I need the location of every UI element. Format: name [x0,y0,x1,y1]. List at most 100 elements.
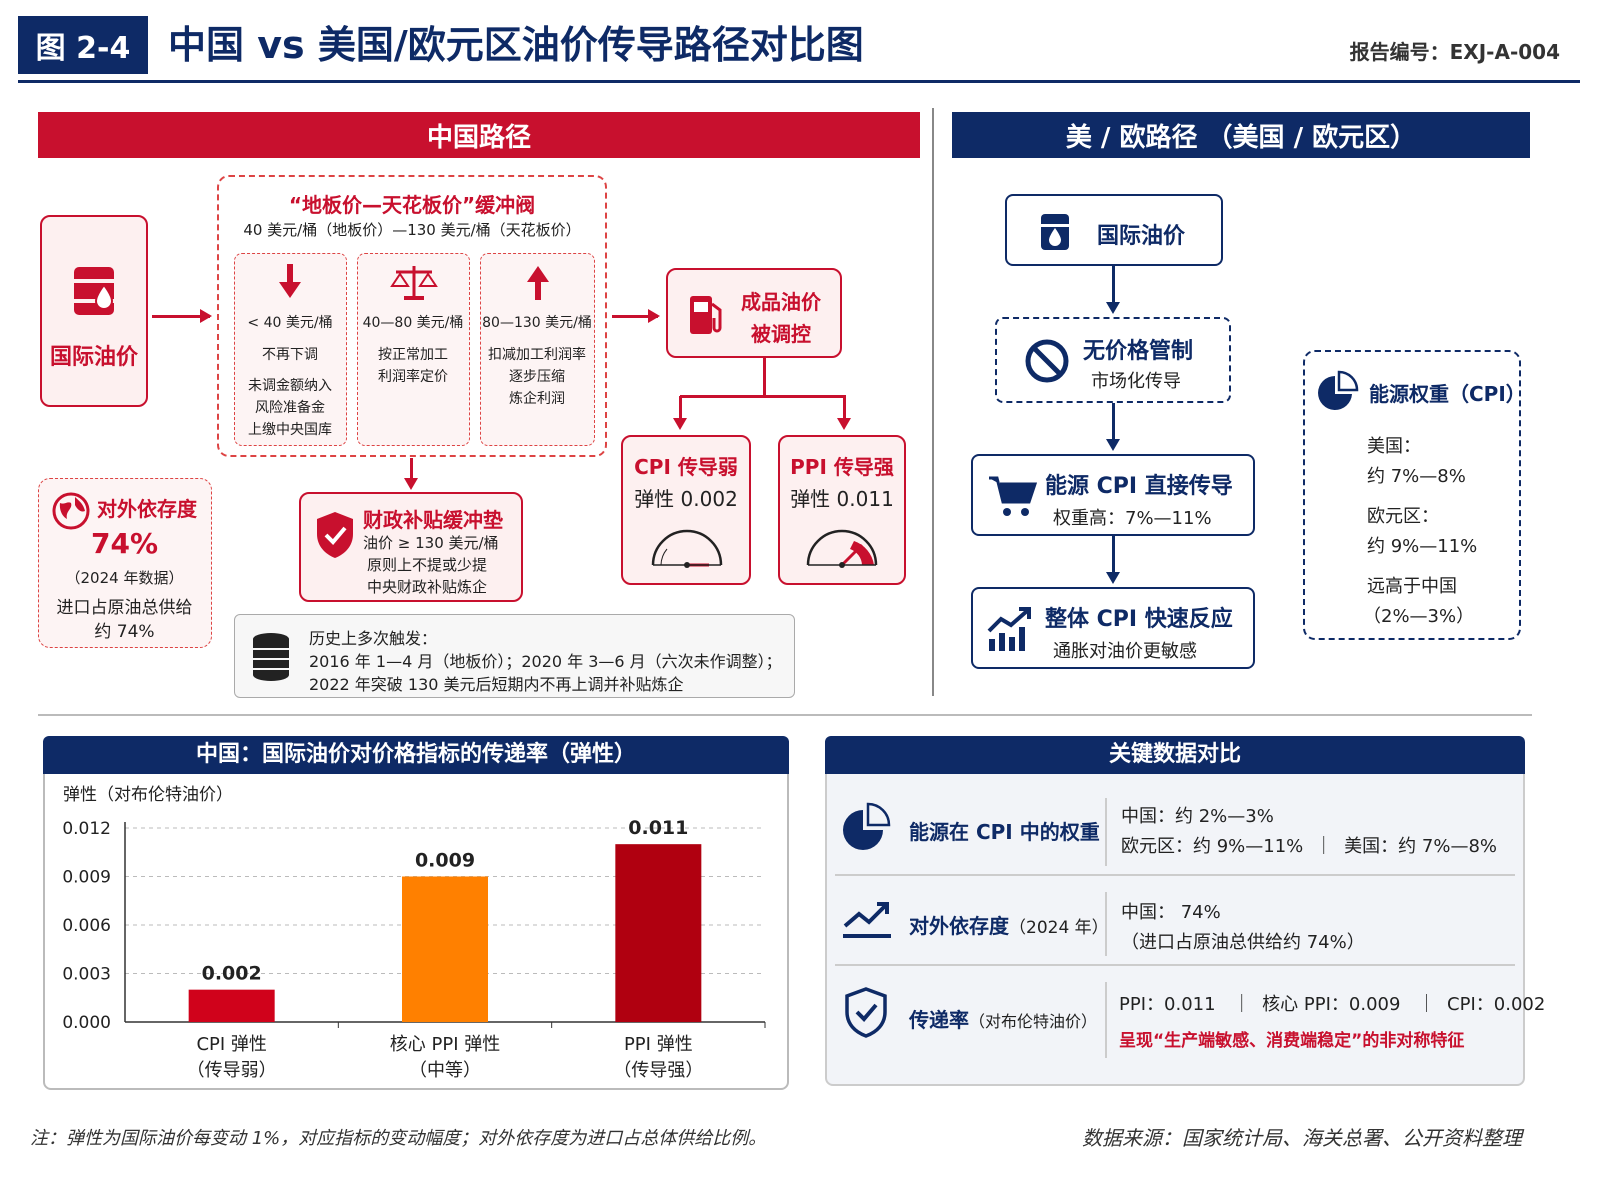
ppi-strong-box: PPI 传导强 弹性 0.011 [778,435,906,585]
arrow-direct-to-fast [1106,536,1120,584]
band-low-line3: 风险准备金 [255,400,325,416]
dependence-line2: 约 74% [94,622,155,642]
balance-scale-icon [390,266,438,300]
dependence-box: 对外依存度 74% （2024 年数据） 进口占原油总供给 约 74% [38,478,212,648]
us-eu-banner: 美 / 欧路径 （美国 / 欧元区） [952,112,1530,158]
fast-cpi-box: 整体 CPI 快速反应 通胀对油价更敏感 [971,587,1255,669]
china-intl-oil-label: 国际油价 [49,345,138,370]
compare-row3-note: （对布伦特油价） [969,1012,1098,1031]
eu-weight-label: 欧元区： [1367,506,1439,527]
history-box: 历史上多次触发： 2016 年 1—4 月（地板价）；2020 年 3—6 月（… [234,614,795,698]
x-tick-sublabel: （传导弱） [187,1060,277,1081]
bar [615,844,702,1022]
key-data-title: 关键数据对比 [825,736,1525,774]
compare-row2-note: （2024 年） [1009,918,1109,938]
no-control-subtitle: 市场化传导 [1091,371,1181,392]
ppi-strong-value: 弹性 0.011 [790,487,894,511]
x-tick-label: PPI 弹性 [624,1034,693,1055]
product-oil-line1: 成品油价 [741,290,821,314]
chart-panel-title: 中国：国际油价对价格指标的传递率（弹性） [43,736,789,774]
dependence-value: 74% [90,527,159,560]
compare-row1-line1: 中国：约 2%—3% [1121,806,1274,827]
no-control-title: 无价格管制 [1083,339,1194,364]
arrow-to-cpi [673,396,687,430]
subsidy-title: 财政补贴缓冲垫 [363,508,503,532]
y-tick-label: 0.006 [62,916,111,936]
key-data-panel: 关键数据对比 能源在 CPI 中的权重 中国：约 2%—3% 欧元区：约 9%—… [825,736,1545,1086]
band-mid-line2: 利润率定价 [378,369,448,385]
compare-separator-1 [835,874,1515,876]
ppi-strong-title: PPI 传导强 [790,455,894,479]
shield-check-icon [317,512,353,558]
arrow-valve-to-product [612,309,660,323]
header-divider [18,80,1580,83]
band-high-box: 80—130 美元/桶 扣减加工利润率 逐步压缩 炼企利润 [480,253,595,446]
arrow-up-icon [527,266,549,300]
globe-icon [52,492,90,530]
eu-weight-value: 约 9%—11% [1367,536,1478,557]
dependence-line1: 进口占原油总供给 [56,598,193,618]
fuel-pump-icon [690,296,722,334]
compare-row2-label: 对外依存度 [909,914,1009,938]
dependence-year: （2024 年数据） [65,569,184,587]
no-control-box: 无价格管制 市场化传导 [995,317,1231,403]
subsidy-line1: 油价 ≥ 130 美元/桶 [363,534,499,552]
shield-check-icon [845,987,887,1038]
band-high-line3: 炼企利润 [509,391,565,407]
shopping-cart-icon [989,476,1037,516]
figure-number: 图 2-4 [18,16,148,74]
band-mid-box: 40—80 美元/桶 按正常加工 利润率定价 [357,253,470,446]
energy-weight-box: 能源权重（CPI） 美国： 约 7%—8% 欧元区： 约 9%—11% 远高于中… [1303,350,1526,640]
us-intl-oil-box: 国际油价 [1005,194,1223,266]
split-stem [763,358,766,396]
pie-chart-icon [843,802,891,850]
elasticity-chart-panel: 中国：国际油价对价格指标的传递率（弹性） 弹性（对布伦特油价） 0.000 0.00… [43,736,789,1090]
band-mid-range: 40—80 美元/桶 [362,315,464,331]
cpi-weak-title: CPI 传导弱 [634,455,738,479]
band-high-line2: 逐步压缩 [509,369,565,385]
compare-row2-divider [1105,892,1107,956]
x-tick-sublabel: （中等） [409,1060,481,1081]
history-line2: 2016 年 1—4 月（地板价）；2020 年 3—6 月（六次未作调整）； [309,652,782,671]
trend-up-icon [843,902,891,938]
oil-barrel-icon [74,267,114,315]
rising-chart-icon [987,607,1031,651]
compare-row3-label-wrap: 传递率（对布伦特油价） [909,1004,1097,1033]
product-oil-box: 成品油价 被调控 [666,268,842,358]
compare-row3-line1: PPI：0.011 ｜ 核心 PPI：0.009 ｜ CPI：0.002 [1119,994,1546,1015]
x-tick-label: CPI 弹性 [196,1034,266,1055]
cpi-weak-box: CPI 传导弱 弹性 0.002 [621,435,751,585]
fast-cpi-subtitle: 通胀对油价更敏感 [1053,641,1197,662]
bar-value-label: 0.002 [202,963,262,985]
compare-row3-label: 传递率 [909,1008,969,1032]
gauge-high-icon [806,529,878,568]
history-line1: 历史上多次触发： [309,629,438,648]
cpi-weak-value: 弹性 0.002 [634,487,738,511]
band-low-line4: 上缴中央国库 [248,422,332,438]
bar-value-label: 0.011 [628,817,688,839]
split-bar [680,395,846,398]
x-tick-sublabel: （传导强） [613,1060,703,1081]
band-high-range: 80—130 美元/桶 [482,315,592,331]
history-line3: 2022 年突破 130 美元后短期内不再上调并补贴炼企 [309,675,684,694]
coin-stack-icon [253,633,289,681]
band-low-line1: 不再下调 [262,347,318,363]
energy-weight-title: 能源权重（CPI） [1369,382,1526,406]
compare-row1-divider [1105,798,1107,866]
direct-cpi-box: 能源 CPI 直接传导 权重高：7%—11% [971,454,1255,536]
y-tick-label: 0.012 [62,819,111,839]
valve-box: “地板价—天花板价”缓冲阀 40 美元/桶（地板价）—130 美元/桶（天花板价… [217,175,607,457]
compare-row1-label: 能源在 CPI 中的权重 [909,820,1100,844]
prohibited-icon [1025,339,1069,383]
arrow-us-oil-to-nocontrol [1106,266,1120,314]
us-weight-value: 约 7%—8% [1367,466,1466,487]
arrow-valve-to-subsidy [404,458,418,490]
subsidy-line3: 中央财政补贴炼企 [367,578,488,596]
page-title: 中国 vs 美国/欧元区油价传导路径对比图 [168,23,864,67]
lower-divider [38,714,1532,716]
band-low-box: < 40 美元/桶 不再下调 未调金额纳入 风险准备金 上缴中央国库 [234,253,347,446]
report-number: 报告编号：EXJ-A-004 [1349,40,1560,64]
compare-separator-2 [835,964,1515,966]
valve-title: “地板价—天花板价”缓冲阀 [288,193,536,217]
y-tick-label: 0.003 [62,965,111,985]
